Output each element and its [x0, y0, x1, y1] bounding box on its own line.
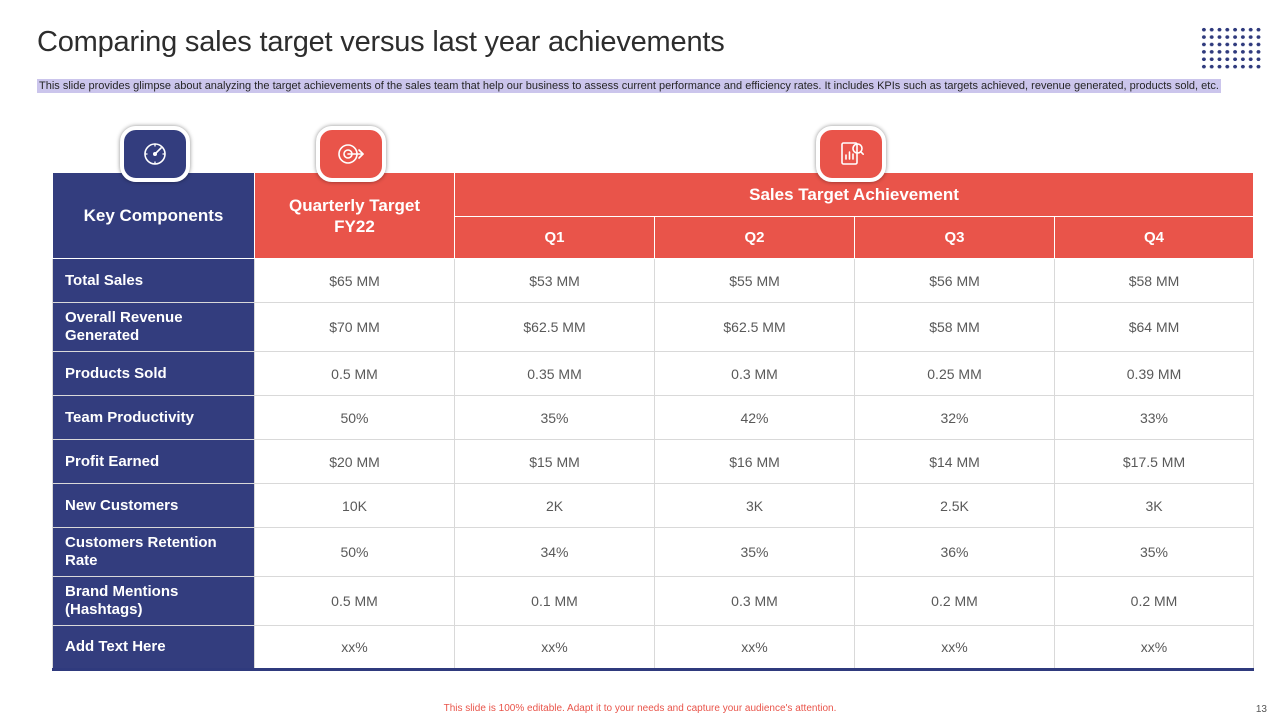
cell-target: 50%: [254, 527, 455, 577]
cell-q1: $62.5 MM: [454, 302, 655, 352]
description-text: This slide provides glimpse about analyz…: [37, 79, 1221, 93]
key-components-badge: [120, 126, 190, 182]
cell-q3: xx%: [854, 625, 1055, 671]
cell-q4: 0.39 MM: [1053, 351, 1255, 396]
cell-q2: 0.3 MM: [654, 351, 855, 396]
cell-q4: $58 MM: [1053, 258, 1255, 303]
dots-pattern-decoration: [1200, 26, 1262, 70]
table-header-row: Key Components Quarterly Target FY22 Sal…: [52, 172, 1255, 259]
cell-q1: 0.1 MM: [454, 576, 655, 626]
gauge-icon: [144, 143, 166, 165]
cell-q2: 42%: [654, 395, 855, 440]
cell-target: 0.5 MM: [254, 351, 455, 396]
table-row-overall-revenue: Overall Revenue Generated $70 MM $62.5 M…: [52, 302, 1255, 352]
table-row-team-productivity: Team Productivity 50% 35% 42% 32% 33%: [52, 395, 1255, 440]
cell-q2: 3K: [654, 483, 855, 528]
row-label: Team Productivity: [52, 395, 255, 440]
cell-target: 0.5 MM: [254, 576, 455, 626]
cell-target: 50%: [254, 395, 455, 440]
cell-q4: 0.2 MM: [1053, 576, 1255, 626]
cell-q4: 33%: [1053, 395, 1255, 440]
cell-q1: 2K: [454, 483, 655, 528]
cell-q4: 35%: [1053, 527, 1255, 577]
cell-target: $65 MM: [254, 258, 455, 303]
cell-q1: 0.35 MM: [454, 351, 655, 396]
row-label: Customers Retention Rate: [52, 527, 255, 577]
cell-target: 10K: [254, 483, 455, 528]
table-row-profit-earned: Profit Earned $20 MM $15 MM $16 MM $14 M…: [52, 439, 1255, 484]
cell-q3: 36%: [854, 527, 1055, 577]
header-q4: Q4: [1053, 216, 1255, 259]
cell-q2: $62.5 MM: [654, 302, 855, 352]
cell-q3: $14 MM: [854, 439, 1055, 484]
table-row-customers-retention: Customers Retention Rate 50% 34% 35% 36%…: [52, 527, 1255, 577]
table-row-brand-mentions: Brand Mentions (Hashtags) 0.5 MM 0.1 MM …: [52, 576, 1255, 626]
cell-target: xx%: [254, 625, 455, 671]
row-label: Products Sold: [52, 351, 255, 396]
cell-q3: $56 MM: [854, 258, 1055, 303]
header-q3: Q3: [854, 216, 1055, 259]
cell-q2: $16 MM: [654, 439, 855, 484]
cell-q4: xx%: [1053, 625, 1255, 671]
cell-q1: xx%: [454, 625, 655, 671]
sales-target-table: Key Components Quarterly Target FY22 Sal…: [52, 172, 1255, 671]
page-title: Comparing sales target versus last year …: [37, 26, 725, 58]
cell-q2: 35%: [654, 527, 855, 577]
table-row-new-customers: New Customers 10K 2K 3K 2.5K 3K: [52, 483, 1255, 528]
cell-target: $70 MM: [254, 302, 455, 352]
cell-target: $20 MM: [254, 439, 455, 484]
row-label: New Customers: [52, 483, 255, 528]
cell-q1: $15 MM: [454, 439, 655, 484]
header-q1: Q1: [454, 216, 655, 259]
table-row-products-sold: Products Sold 0.5 MM 0.35 MM 0.3 MM 0.25…: [52, 351, 1255, 396]
cell-q2: 0.3 MM: [654, 576, 855, 626]
cell-q2: xx%: [654, 625, 855, 671]
cell-q1: $53 MM: [454, 258, 655, 303]
table-row-add-text: Add Text Here xx% xx% xx% xx% xx%: [52, 625, 1255, 671]
row-label: Brand Mentions (Hashtags): [52, 576, 255, 626]
header-q2: Q2: [654, 216, 855, 259]
target-arrow-icon: [338, 144, 364, 164]
cell-q3: 2.5K: [854, 483, 1055, 528]
header-quarterly-target-label: Quarterly Target FY22: [288, 195, 420, 236]
cell-q2: $55 MM: [654, 258, 855, 303]
cell-q4: 3K: [1053, 483, 1255, 528]
cell-q1: 35%: [454, 395, 655, 440]
cell-q4: $64 MM: [1053, 302, 1255, 352]
quarterly-target-badge: [316, 126, 386, 182]
report-chart-icon: [841, 142, 864, 165]
cell-q1: 34%: [454, 527, 655, 577]
cell-q4: $17.5 MM: [1053, 439, 1255, 484]
cell-q3: 0.25 MM: [854, 351, 1055, 396]
row-label: Profit Earned: [52, 439, 255, 484]
table-subheader-row: Q1 Q2 Q3 Q4: [53, 216, 1255, 259]
cell-q3: $58 MM: [854, 302, 1055, 352]
footer-note: This slide is 100% editable. Adapt it to…: [443, 703, 837, 714]
slide-description: This slide provides glimpse about analyz…: [37, 79, 1233, 93]
row-label: Add Text Here: [52, 625, 255, 671]
cell-q3: 0.2 MM: [854, 576, 1055, 626]
page-number: 13: [1255, 704, 1267, 715]
table-row-total-sales: Total Sales $65 MM $53 MM $55 MM $56 MM …: [52, 258, 1255, 303]
header-quarterly-target: Quarterly Target FY22: [254, 172, 455, 259]
cell-q3: 32%: [854, 395, 1055, 440]
sales-achievement-badge: [816, 126, 886, 182]
row-label: Overall Revenue Generated: [52, 302, 255, 352]
header-key-components: Key Components: [52, 172, 255, 259]
row-label: Total Sales: [52, 258, 255, 303]
